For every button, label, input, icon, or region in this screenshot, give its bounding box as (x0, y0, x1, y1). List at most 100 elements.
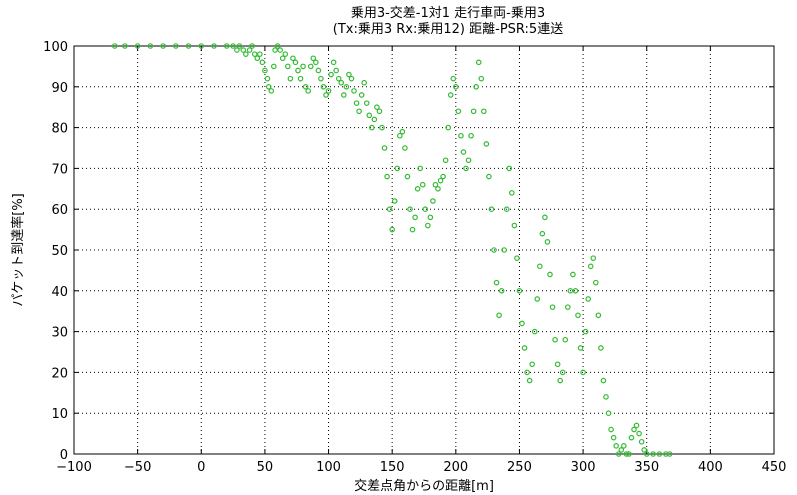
data-point (262, 67, 268, 74)
data-point (570, 271, 576, 278)
data-point (593, 279, 599, 286)
data-point (531, 328, 538, 335)
data-point (435, 186, 441, 192)
data-point (516, 287, 523, 294)
data-point (386, 206, 393, 213)
data-point (496, 312, 502, 319)
data-point (559, 369, 566, 376)
data-point (478, 75, 485, 82)
data-point (600, 377, 607, 384)
data-point (503, 206, 510, 213)
data-point (399, 128, 406, 135)
data-point (440, 173, 446, 180)
data-point (430, 198, 436, 204)
data-point (442, 157, 449, 164)
data-point (491, 247, 497, 253)
x-tick-label: 300 (571, 460, 596, 475)
data-point (341, 92, 347, 98)
y-tick-label: 100 (43, 40, 68, 55)
x-tick-label: −50 (124, 460, 151, 475)
data-point (407, 206, 413, 213)
data-point (358, 92, 365, 98)
data-point (470, 108, 477, 115)
data-point (402, 145, 408, 151)
data-point (590, 255, 597, 261)
data-point (351, 88, 357, 94)
data-point (458, 132, 464, 139)
data-point (529, 361, 535, 368)
data-point (463, 165, 469, 172)
data-point (265, 84, 272, 90)
data-point (292, 59, 299, 66)
data-point (376, 108, 383, 115)
data-point (305, 88, 311, 94)
data-point (348, 75, 355, 82)
x-axis-label: 交差点角からの距離[m] (354, 478, 494, 494)
x-tick-label: 100 (316, 460, 341, 475)
y-tick-label: 50 (51, 244, 68, 259)
data-point (211, 43, 217, 49)
grid-lines (73, 45, 775, 455)
data-point (330, 59, 337, 66)
data-point (572, 287, 579, 294)
data-point (147, 43, 154, 49)
data-point (381, 145, 388, 151)
data-point (519, 320, 525, 327)
y-tick-label: 90 (51, 81, 68, 96)
data-point (328, 71, 334, 78)
data-point (173, 43, 179, 49)
data-point (185, 43, 192, 49)
data-point (236, 43, 243, 49)
data-point (587, 263, 594, 270)
data-point (623, 451, 630, 457)
y-tick-label: 70 (51, 162, 68, 177)
data-point (412, 214, 418, 221)
data-point (666, 451, 673, 457)
data-point (297, 75, 304, 82)
data-point (160, 43, 166, 49)
data-point (562, 336, 569, 343)
data-point (638, 438, 645, 445)
x-tick-label: 450 (762, 460, 787, 475)
x-axis: −100 −50 0 50 100 150 200 250 300 350 400 450 (56, 46, 786, 475)
data-point (483, 141, 490, 147)
data-point (547, 271, 553, 278)
data-point (353, 100, 360, 106)
data-point (346, 71, 352, 78)
data-point (338, 79, 345, 86)
data-point (240, 47, 247, 53)
data-point (539, 230, 546, 237)
data-point (608, 426, 614, 433)
data-point (425, 222, 431, 229)
data-point (313, 59, 319, 66)
data-point (363, 100, 370, 106)
data-point (230, 43, 236, 49)
data-point (371, 116, 378, 123)
y-tick-label: 60 (51, 203, 68, 218)
data-point (254, 55, 261, 62)
data-point (414, 186, 421, 192)
data-point (488, 206, 495, 213)
data-point (274, 43, 281, 49)
x-tick-label: 150 (380, 460, 405, 475)
data-point (287, 75, 294, 82)
data-point (404, 173, 411, 180)
data-point (257, 51, 263, 57)
data-point (465, 157, 472, 164)
data-point (498, 287, 505, 294)
data-point (318, 75, 324, 82)
data-point (389, 226, 395, 233)
x-tick-label: 200 (443, 460, 468, 475)
data-point (595, 312, 602, 319)
data-point (111, 43, 118, 49)
data-point (514, 255, 520, 261)
data-point (432, 181, 439, 188)
data-point (650, 451, 656, 457)
data-point (315, 67, 322, 74)
x-tick-label: 350 (634, 460, 659, 475)
data-point (264, 75, 271, 82)
data-point (582, 328, 589, 335)
data-point (134, 43, 141, 49)
data-point (251, 51, 258, 57)
data-point (295, 67, 301, 74)
